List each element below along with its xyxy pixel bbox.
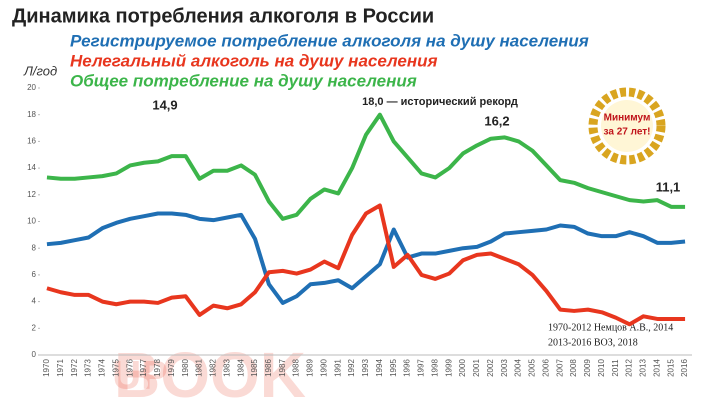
x-tick-label: 1994 bbox=[375, 359, 384, 377]
x-tick-label: 1981 bbox=[195, 359, 204, 377]
x-tick-label: 1999 bbox=[444, 359, 453, 377]
x-tick-label: 1987 bbox=[278, 359, 287, 377]
x-tick-label: 1980 bbox=[181, 359, 190, 377]
y-tick-label: 16 bbox=[27, 137, 36, 146]
x-tick-label: 1991 bbox=[333, 359, 342, 377]
x-tick-label: 2016 bbox=[680, 359, 689, 377]
chart-title: Динамика потребления алкоголя в России bbox=[12, 5, 434, 27]
x-tick-label: 2007 bbox=[555, 359, 564, 377]
x-tick-label: 2004 bbox=[514, 359, 523, 377]
x-tick-label: 2005 bbox=[528, 359, 537, 377]
watermark: UP bbox=[112, 354, 168, 398]
series-line bbox=[46, 203, 686, 327]
y-tick-label: 0 bbox=[32, 350, 37, 359]
x-tick-label: 1989 bbox=[306, 359, 315, 377]
y-tick-label: 2 bbox=[32, 323, 37, 332]
x-tick-label: 1972 bbox=[70, 359, 79, 377]
x-tick-label: 1975 bbox=[111, 359, 120, 377]
x-tick-label: 2014 bbox=[652, 359, 661, 377]
x-tick-label: 1970 bbox=[42, 359, 51, 377]
x-tick-label: 2000 bbox=[458, 359, 467, 377]
x-tick-label: 2011 bbox=[611, 359, 620, 377]
x-tick-label: 1983 bbox=[222, 359, 231, 377]
y-tick-label: 14 bbox=[27, 163, 36, 172]
badge-text: Минимум bbox=[604, 113, 651, 124]
x-tick-label: 2001 bbox=[472, 359, 481, 377]
y-tick-label: 18 bbox=[27, 110, 36, 119]
source: 2013-2016 ВОЗ, 2018 bbox=[548, 337, 638, 348]
x-tick-label: 1979 bbox=[167, 359, 176, 377]
x-tick-label: 1988 bbox=[292, 359, 301, 377]
x-tick-label: 2012 bbox=[625, 359, 634, 377]
x-tick-label: 2003 bbox=[500, 359, 509, 377]
y-tick-label: 8 bbox=[32, 243, 37, 252]
x-tick-label: 1978 bbox=[153, 359, 162, 377]
legend-entry: Общее потребление на душу населения bbox=[70, 71, 417, 90]
x-tick-label: 1982 bbox=[209, 359, 218, 377]
legend-entry: Нелегальный алкоголь на душу населения bbox=[70, 51, 438, 70]
y-tick-label: 10 bbox=[27, 217, 36, 226]
badge-text: за 27 лет! bbox=[604, 127, 651, 138]
x-tick-label: 1990 bbox=[319, 359, 328, 377]
x-tick-label: 2010 bbox=[597, 359, 606, 377]
x-tick-label: 2015 bbox=[666, 359, 675, 377]
legend-entry: Регистрируемое потребление алкоголя на д… bbox=[70, 31, 589, 50]
source: 1970-2012 Немцов А.В., 2014 bbox=[548, 322, 673, 333]
x-tick-label: 1986 bbox=[264, 359, 273, 377]
y-tick-label: 20 bbox=[27, 83, 36, 92]
x-tick-label: 1985 bbox=[250, 359, 259, 377]
x-tick-label: 2009 bbox=[583, 359, 592, 377]
annotation: 16,2 bbox=[484, 113, 509, 128]
y-tick-label: 6 bbox=[32, 270, 37, 279]
laurel bbox=[588, 87, 666, 165]
watermark: BOOK bbox=[114, 339, 306, 403]
x-tick-label: 1996 bbox=[403, 359, 412, 377]
annotation: 14,9 bbox=[152, 97, 177, 112]
x-tick-label: 1977 bbox=[139, 359, 148, 377]
x-tick-label: 1992 bbox=[347, 359, 356, 377]
x-tick-label: 2002 bbox=[486, 359, 495, 377]
y-tick-label: 4 bbox=[32, 297, 37, 306]
x-tick-label: 1997 bbox=[417, 359, 426, 377]
x-tick-label: 2008 bbox=[569, 359, 578, 377]
x-tick-label: 2006 bbox=[541, 359, 550, 377]
x-tick-label: 1993 bbox=[361, 359, 370, 377]
series-line bbox=[46, 211, 686, 305]
x-tick-label: 1971 bbox=[56, 359, 65, 377]
x-tick-label: 1984 bbox=[236, 359, 245, 377]
y-tick-label: 12 bbox=[27, 190, 36, 199]
x-tick-label: 1998 bbox=[430, 359, 439, 377]
badge: Минимум за 27 лет! bbox=[588, 87, 666, 165]
y-axis-label: Л/год bbox=[23, 63, 57, 78]
series-line bbox=[46, 112, 686, 221]
x-tick-label: 1976 bbox=[125, 359, 134, 377]
badge-bg bbox=[601, 100, 653, 152]
annotation: 11,1 bbox=[656, 179, 681, 194]
x-tick-label: 2013 bbox=[639, 359, 648, 377]
x-tick-label: 1973 bbox=[84, 359, 93, 377]
x-tick-label: 1974 bbox=[98, 359, 107, 377]
x-tick-label: 1995 bbox=[389, 359, 398, 377]
annotation: 18,0 — исторический рекорд bbox=[362, 96, 518, 108]
